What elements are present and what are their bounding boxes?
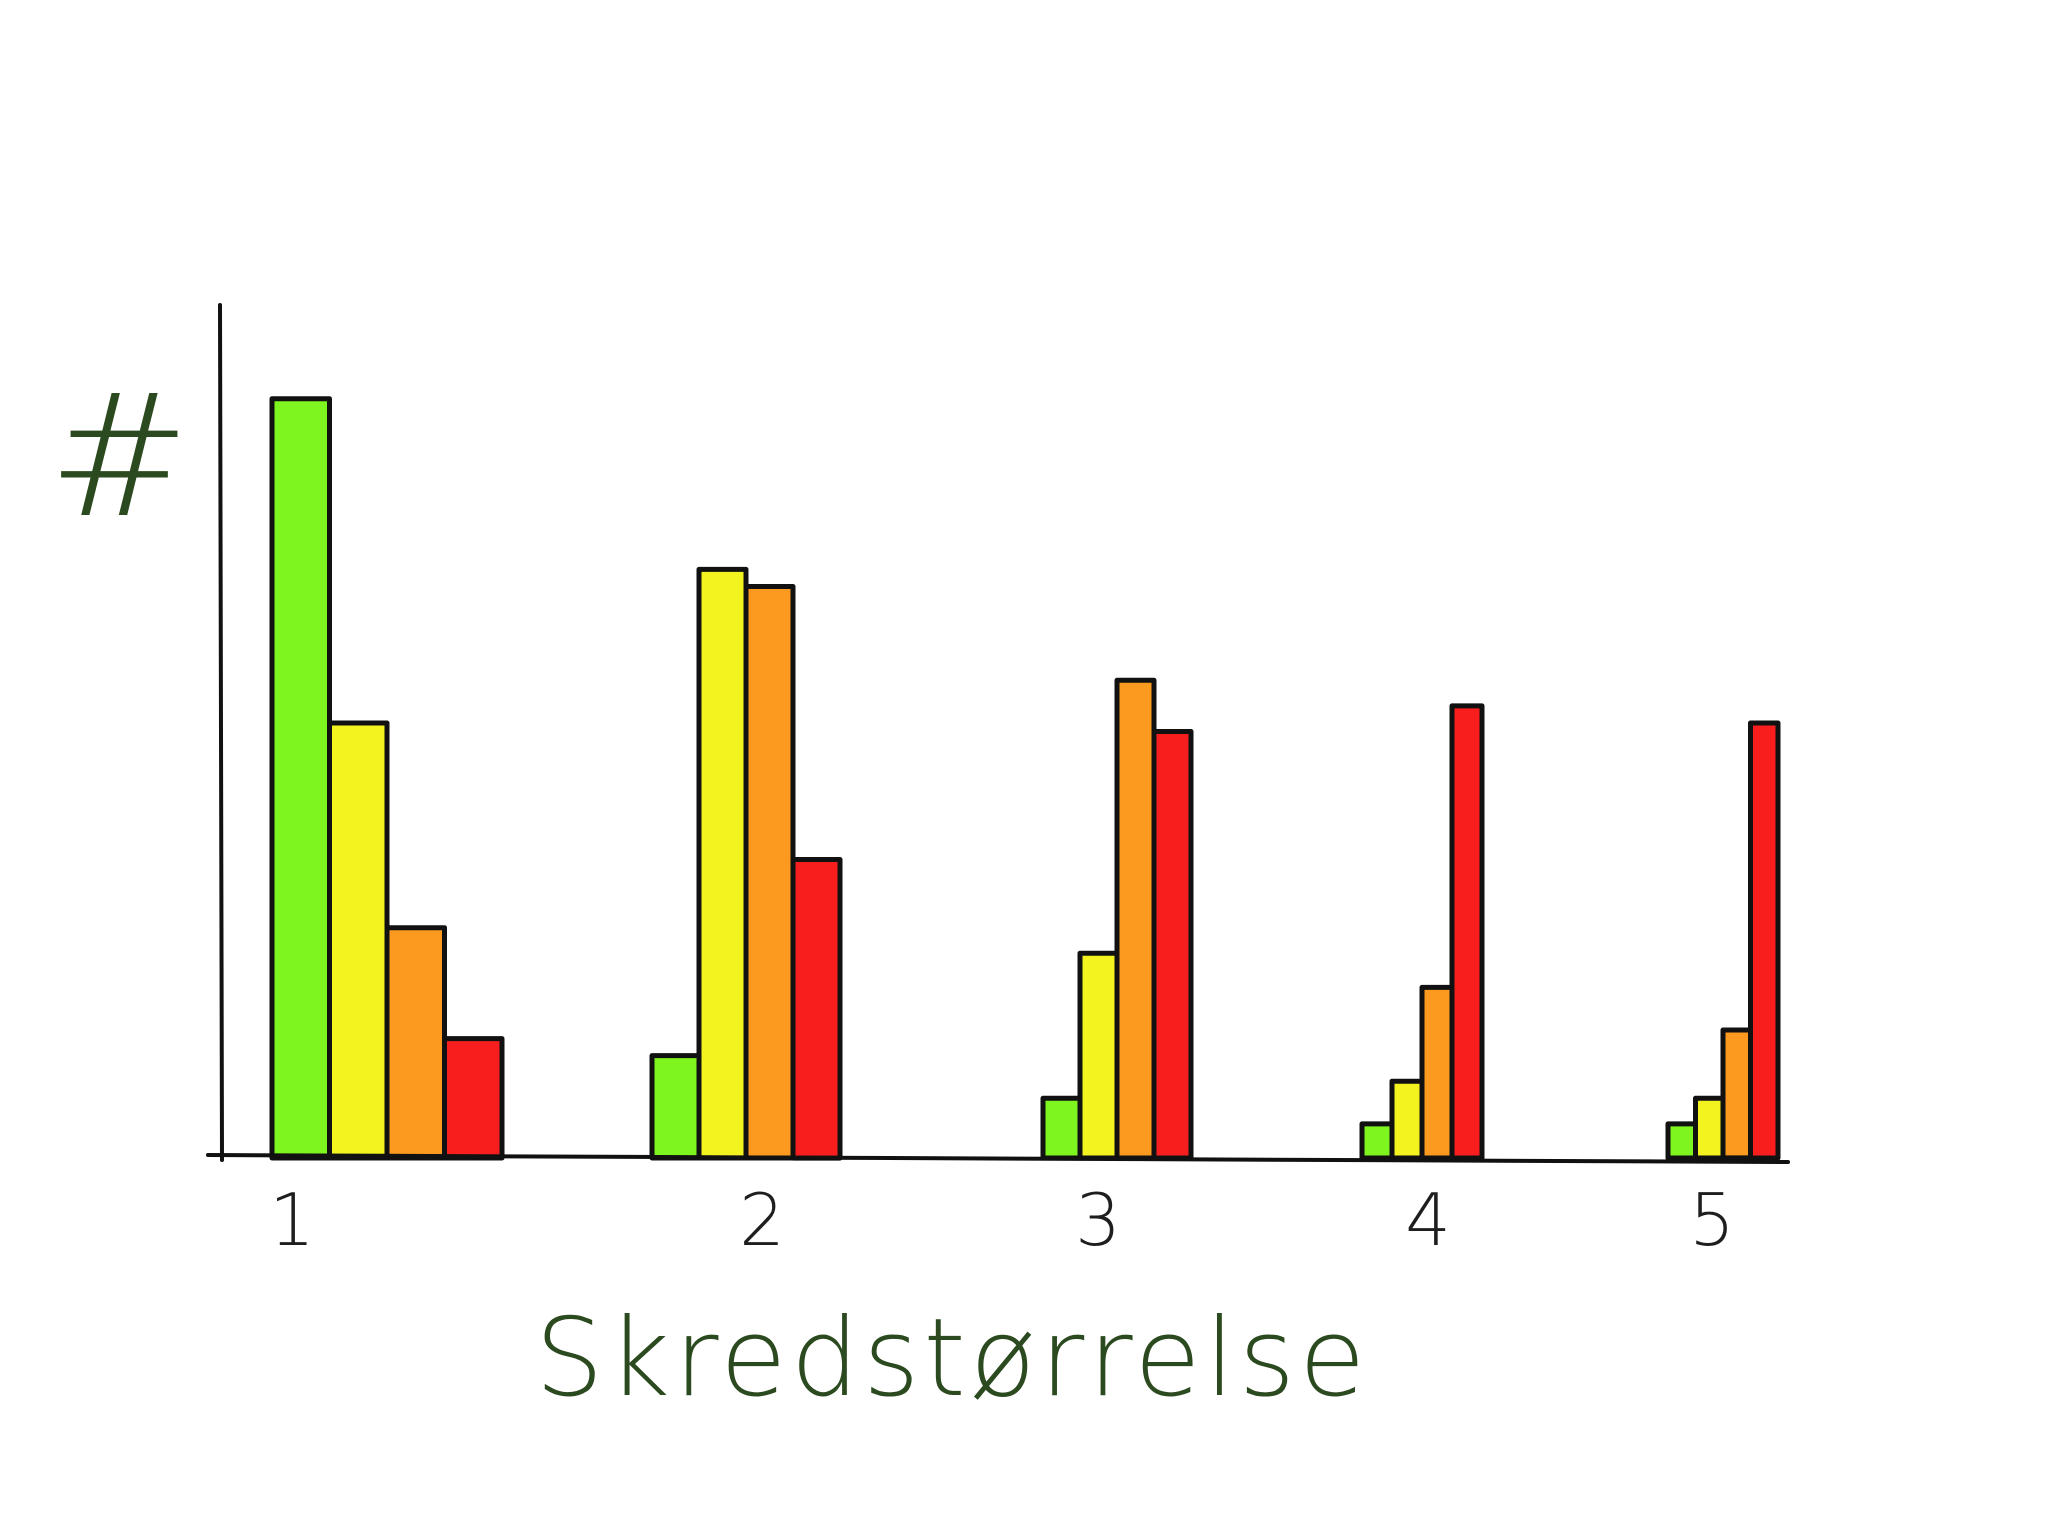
- bar-2-series-1: [649, 1053, 702, 1161]
- x-tick-labels: 1 2 3 4 5: [269, 1178, 1735, 1262]
- x-tick-label: 1: [269, 1178, 315, 1262]
- bar-3-series-1: [1040, 1095, 1083, 1161]
- bar-4-series-2: [1389, 1078, 1425, 1161]
- bar-5-series-1: [1665, 1121, 1698, 1161]
- bar-1-series-1: [269, 396, 332, 1161]
- bar-4-series-1: [1359, 1121, 1395, 1161]
- x-tick-label: 5: [1689, 1178, 1735, 1262]
- x-tick-label: 4: [1405, 1178, 1451, 1262]
- y-axis-title: #: [48, 358, 190, 556]
- bar-5-series-4: [1748, 720, 1781, 1161]
- bar-2-series-4: [790, 857, 843, 1161]
- bar-1-series-3: [384, 925, 447, 1161]
- bar-4-series-4: [1449, 703, 1485, 1161]
- bar-1-series-4: [442, 1036, 505, 1161]
- bar-2-series-3: [743, 584, 796, 1161]
- bar-4-series-3: [1419, 984, 1455, 1161]
- x-tick-label: 2: [739, 1178, 785, 1262]
- bar-1-series-2: [327, 720, 390, 1161]
- bar-3-series-3: [1114, 677, 1157, 1161]
- bar-3-series-2: [1077, 950, 1120, 1161]
- y-axis-line: [218, 303, 224, 1162]
- bar-3-series-4: [1151, 729, 1194, 1161]
- x-axis-line: [206, 1153, 1790, 1164]
- x-tick-label: 3: [1075, 1178, 1121, 1262]
- bar-5-series-2: [1693, 1095, 1726, 1161]
- bar-2-series-2: [696, 566, 749, 1161]
- x-axis-title: Skredstørrelse: [535, 1296, 1369, 1421]
- bar-5-series-3: [1720, 1027, 1753, 1161]
- bars-layer: [269, 396, 1781, 1161]
